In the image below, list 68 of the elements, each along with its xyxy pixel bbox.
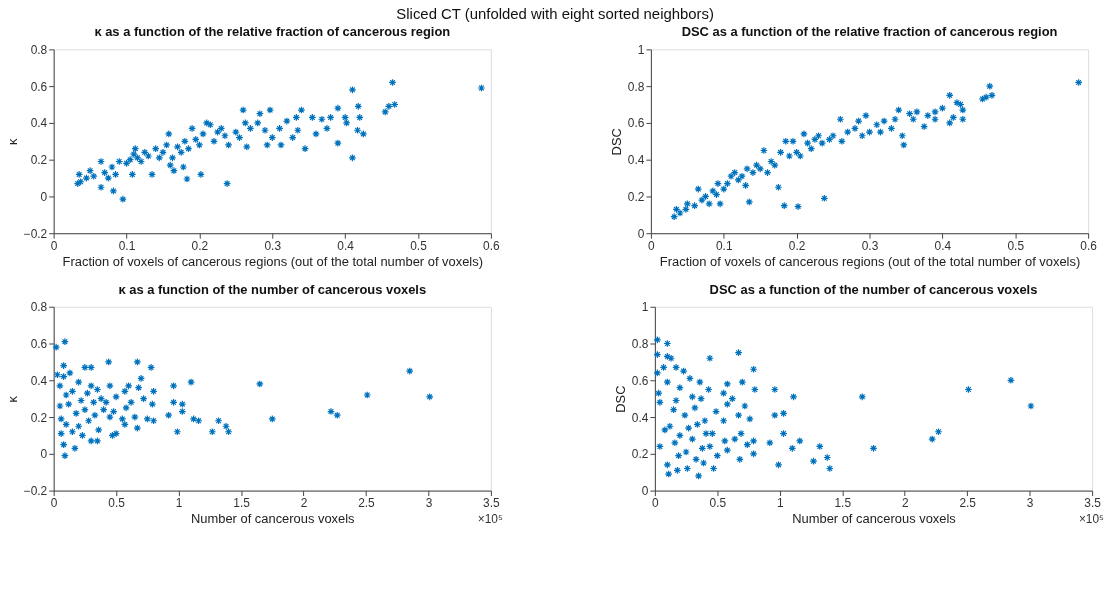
chart-title: DSC as a function of the number of cancerous voxels [709, 281, 1038, 297]
y-axis-title: κ [4, 395, 20, 403]
x-tick-label: 1 [175, 495, 183, 510]
y-tick-label: 0.4 [30, 116, 48, 131]
x-tick-label: 1.5 [834, 495, 852, 510]
y-axis-title: DSC [612, 385, 628, 413]
x-tick-label: 1 [776, 495, 784, 510]
y-tick-label: 0.2 [627, 189, 645, 204]
x-tick-label: 0.2 [788, 238, 806, 253]
x-tick-label: 0.4 [337, 238, 355, 253]
y-axis-title: κ [4, 138, 20, 146]
x-tick-label: 0.3 [861, 238, 879, 253]
y-tick-label: 0 [637, 226, 645, 241]
x-tick-label: 3 [1026, 495, 1034, 510]
y-tick-label: 0.2 [631, 447, 649, 462]
x-axis-title: Fraction of voxels of cancerous regions (out of the total number of voxels) [62, 253, 483, 269]
y-tick-label: 0.6 [30, 79, 48, 94]
x-tick-label: 0.5 [410, 238, 428, 253]
y-axis-title: DSC [608, 128, 624, 156]
x-tick-label: 0.5 [1007, 238, 1025, 253]
chart-title: DSC as a function of the relative fraction of cancerous region [681, 24, 1058, 40]
x-tick-label: 2.5 [358, 495, 376, 510]
x-tick-label: 0.6 [483, 238, 501, 253]
x-tick-label: 1.5 [233, 495, 251, 510]
x-tick-label: 0.1 [715, 238, 733, 253]
x-tick-label: 0.5 [709, 495, 727, 510]
chart-title: κ as a function of the number of cancerous voxels [118, 281, 427, 297]
text: ×10⁵ [1078, 512, 1105, 527]
x-tick-label: 0.1 [118, 238, 136, 253]
x-tick-label: 0.4 [934, 238, 952, 253]
x-axis-title: Fraction of voxels of cancerous regions (out of the total number of voxels) [659, 253, 1081, 269]
y-tick-label: 0.8 [30, 300, 48, 315]
x-tick-label: 2.5 [959, 495, 977, 510]
text: Sliced CT (unfolded with eight sorted neighbors) [396, 6, 714, 23]
x-tick-label: 0.5 [108, 495, 126, 510]
x-tick-label: 0 [652, 495, 660, 510]
x-tick-label: 0 [50, 238, 58, 253]
y-tick-label: 0 [641, 484, 649, 499]
y-tick-label: 0.4 [627, 153, 645, 168]
y-tick-label: 0 [40, 447, 48, 462]
y-tick-label: −0.2 [23, 226, 48, 241]
y-tick-label: 0 [40, 189, 48, 204]
y-tick-label: 0.8 [631, 336, 649, 351]
x-tick-label: 0.6 [1080, 238, 1098, 253]
y-tick-label: 1 [637, 42, 645, 57]
x-tick-label: 2 [901, 495, 909, 510]
y-tick-label: 0.6 [30, 336, 48, 351]
y-tick-label: 0.6 [631, 373, 649, 388]
y-tick-label: 0.8 [627, 79, 645, 94]
x-axis-title: Number of cancerous voxels [191, 510, 355, 526]
x-tick-label: 3.5 [483, 495, 501, 510]
y-tick-label: 0.2 [30, 410, 48, 425]
y-tick-label: 0.2 [30, 153, 48, 168]
x-tick-label: 0.2 [191, 238, 209, 253]
x-tick-label: 0 [50, 495, 58, 510]
y-tick-label: 0.4 [631, 410, 649, 425]
y-tick-label: 0.4 [30, 373, 48, 388]
chart-title: κ as a function of the relative fraction of cancerous region [94, 24, 451, 40]
y-tick-label: 1 [641, 300, 649, 315]
x-tick-label: 0.3 [264, 238, 282, 253]
x-tick-label: 3 [425, 495, 433, 510]
y-tick-label: 0.8 [30, 42, 48, 57]
y-tick-label: 0.6 [627, 116, 645, 131]
text: ×10⁵ [477, 512, 503, 527]
y-tick-label: −0.2 [23, 484, 48, 499]
x-tick-label: 2 [300, 495, 308, 510]
x-tick-label: 3.5 [1084, 495, 1102, 510]
x-axis-title: Number of cancerous voxels [792, 510, 956, 526]
